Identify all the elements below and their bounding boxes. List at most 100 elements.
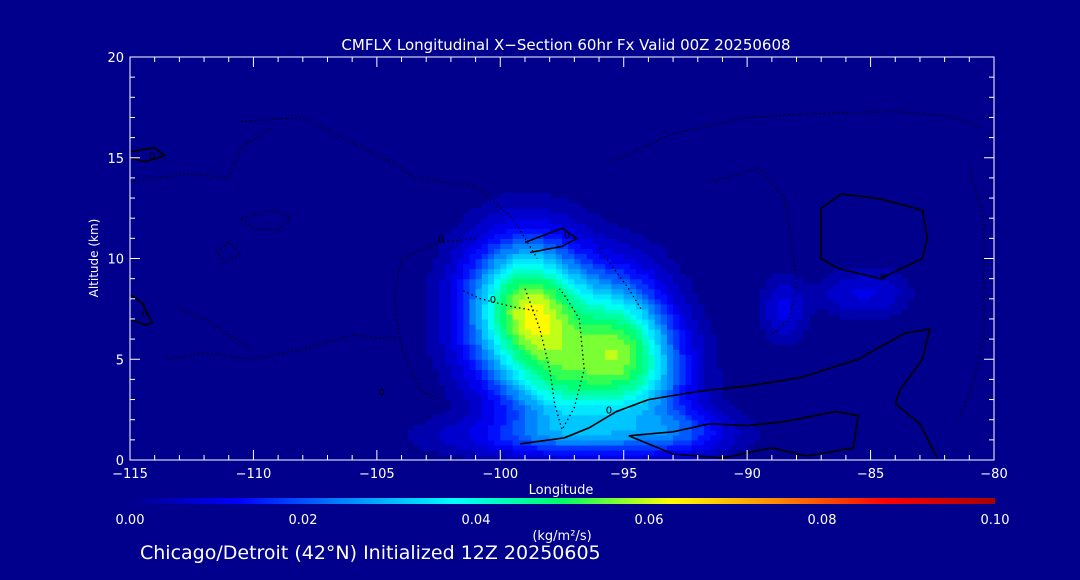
flux-cell (500, 248, 508, 255)
flux-cell (691, 399, 699, 406)
flux-cell (469, 228, 477, 234)
flux-cell (574, 208, 582, 214)
flux-cell (512, 434, 520, 441)
flux-cell (537, 349, 545, 355)
flux-cell (562, 278, 569, 285)
flux-cell (500, 313, 508, 320)
flux-cell (845, 278, 853, 285)
flux-cell (562, 238, 569, 244)
flux-cell (648, 334, 656, 340)
flux-cell (710, 399, 717, 406)
flux-cell (740, 439, 748, 446)
flux-cell (716, 424, 724, 431)
flux-cell (586, 258, 594, 265)
flux-cell (506, 419, 514, 426)
flux-cell (450, 399, 458, 406)
flux-cell (574, 354, 582, 360)
flux-cell (691, 434, 699, 441)
flux-cell (691, 359, 699, 365)
y-tick-label: 20 (107, 51, 124, 66)
flux-cell (845, 293, 853, 300)
flux-cell (691, 334, 699, 340)
flux-cell (549, 409, 557, 416)
flux-cell (666, 409, 674, 416)
flux-cell (679, 288, 687, 295)
flux-cell (413, 424, 421, 431)
flux-cell (543, 273, 551, 280)
flux-cell (463, 308, 471, 315)
flux-cell (481, 243, 489, 250)
flux-cell (629, 429, 637, 436)
flux-cell (500, 419, 508, 426)
flux-cell (654, 253, 662, 260)
flux-cell (617, 454, 625, 460)
flux-cell (660, 419, 668, 426)
flux-cell (882, 303, 890, 310)
flux-cell (679, 349, 687, 355)
flux-cell (549, 243, 557, 250)
flux-cell (586, 243, 594, 250)
flux-cell (555, 344, 563, 350)
flux-cell (450, 354, 458, 360)
flux-cell (586, 318, 594, 325)
flux-cell (512, 414, 520, 421)
flux-cell (475, 298, 483, 305)
flux-cell (555, 434, 563, 441)
flux-cell (611, 404, 619, 411)
flux-cell (555, 213, 563, 219)
flux-cell (839, 278, 847, 285)
flux-cell (636, 318, 643, 325)
flux-cell (568, 374, 575, 380)
flux-cell (605, 409, 612, 416)
flux-cell (691, 404, 699, 411)
flux-cell (648, 419, 656, 426)
flux-cell (611, 434, 619, 441)
flux-cell (537, 414, 545, 421)
flux-cell (512, 253, 520, 260)
flux-cell (568, 394, 575, 401)
flux-cell (790, 323, 798, 330)
flux-cell (450, 313, 458, 320)
flux-cell (543, 193, 551, 199)
flux-cell (487, 198, 495, 204)
flux-cell (543, 384, 551, 391)
flux-cell (574, 334, 582, 340)
flux-cell (512, 213, 520, 219)
flux-cell (691, 323, 699, 330)
flux-cell (420, 444, 427, 451)
flux-cell (623, 419, 631, 426)
flux-cell (611, 253, 619, 260)
flux-cell (623, 253, 631, 260)
flux-cell (629, 414, 637, 421)
flux-cell (568, 298, 575, 305)
flux-cell (562, 384, 569, 391)
flux-cell (679, 429, 687, 436)
flux-cell (531, 283, 538, 290)
flux-cell (438, 334, 446, 340)
flux-cell (654, 414, 662, 421)
flux-cell (592, 444, 600, 451)
flux-cell (580, 334, 588, 340)
flux-cell (457, 308, 464, 315)
flux-cell (469, 379, 477, 386)
flux-cell (734, 419, 742, 426)
flux-cell (864, 273, 872, 280)
flux-cell (636, 253, 643, 260)
flux-cell (858, 308, 865, 315)
flux-cell (599, 384, 606, 391)
flux-cell (617, 424, 625, 431)
flux-cell (636, 308, 643, 315)
flux-cell (654, 364, 662, 370)
flux-cell (444, 444, 452, 451)
flux-cell (679, 323, 687, 330)
flux-cell (617, 258, 625, 265)
flux-cell (685, 298, 693, 305)
flux-cell (778, 298, 785, 305)
flux-cell (524, 278, 532, 285)
flux-cell (623, 318, 631, 325)
flux-cell (469, 298, 477, 305)
flux-cell (555, 384, 563, 391)
flux-cell (876, 293, 884, 300)
flux-cell (648, 424, 656, 431)
flux-cell (586, 349, 594, 355)
